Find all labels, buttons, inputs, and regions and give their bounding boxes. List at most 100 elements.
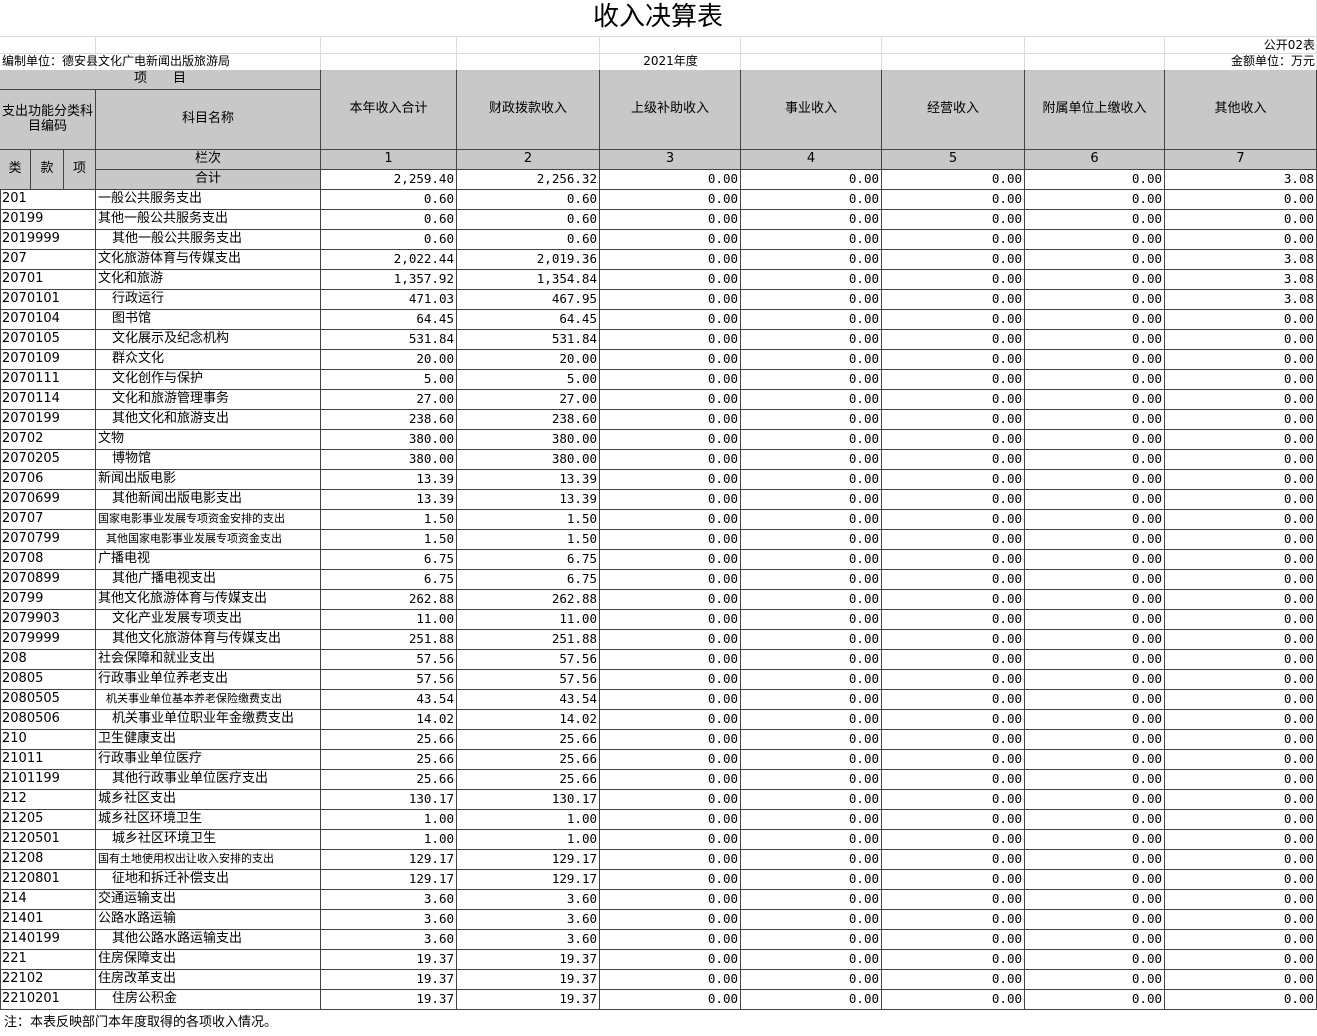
- subject-name: 其他一般公共服务支出: [96, 230, 321, 250]
- code: 20805: [0, 670, 96, 690]
- code: 2070109: [0, 350, 96, 370]
- amount: 0.00: [741, 590, 882, 610]
- subject-name: 公路水路运输: [96, 910, 321, 930]
- code: 212: [0, 790, 96, 810]
- amount: 251.88: [321, 630, 457, 650]
- amount: 0.00: [600, 770, 741, 790]
- grid-cell: [321, 54, 457, 71]
- amount: 0.00: [882, 470, 1025, 490]
- code: 21401: [0, 910, 96, 930]
- amount: 11.00: [457, 610, 600, 630]
- amount: 0.60: [457, 190, 600, 210]
- subject-name: 住房公积金: [96, 990, 321, 1010]
- code: 20706: [0, 470, 96, 490]
- amount: 0.00: [741, 450, 882, 470]
- amount: 3.08: [1165, 290, 1317, 310]
- amount: 3.60: [457, 910, 600, 930]
- column-header: 上级补助收入: [600, 70, 741, 150]
- amount: 0.00: [741, 470, 882, 490]
- amount: 0.00: [600, 890, 741, 910]
- subject-name: 机关事业单位职业年金缴费支出: [96, 710, 321, 730]
- amount: 0.00: [1165, 990, 1317, 1010]
- amount: 531.84: [321, 330, 457, 350]
- amount: 251.88: [457, 630, 600, 650]
- amount: 57.56: [457, 670, 600, 690]
- amount: 0.00: [741, 730, 882, 750]
- amount: 0.00: [1165, 530, 1317, 550]
- amount: 0.00: [741, 370, 882, 390]
- amount: 0.00: [1025, 290, 1165, 310]
- amount: 467.95: [457, 290, 600, 310]
- amount: 0.00: [600, 730, 741, 750]
- unit: 编制单位：德安县文化广电新闻出版旅游局: [2, 54, 231, 69]
- amount: 0.00: [600, 210, 741, 230]
- amount: 129.17: [321, 850, 457, 870]
- amount: 0.00: [600, 190, 741, 210]
- amount: 0.00: [1165, 430, 1317, 450]
- amount: 13.39: [457, 490, 600, 510]
- amount: 380.00: [457, 450, 600, 470]
- amount: 1,354.84: [457, 270, 600, 290]
- subject-name: 新闻出版电影: [96, 470, 321, 490]
- amount: 0.00: [600, 990, 741, 1010]
- subject-name: 住房保障支出: [96, 950, 321, 970]
- amount: 0.00: [1165, 890, 1317, 910]
- amount: 0.00: [1165, 410, 1317, 430]
- amount: 0.00: [741, 570, 882, 590]
- grid-cell: [741, 54, 882, 71]
- subject-name: 机关事业单位基本养老保险缴费支出: [96, 690, 321, 710]
- amount: 2,019.36: [457, 250, 600, 270]
- code: 208: [0, 650, 96, 670]
- amount: 0.00: [1025, 230, 1165, 250]
- amount: 0.00: [600, 350, 741, 370]
- amount: 0.00: [1025, 890, 1165, 910]
- amount: 262.88: [457, 590, 600, 610]
- subject-name: 广播电视: [96, 550, 321, 570]
- column-number: 3: [600, 150, 741, 170]
- subject-name: 住房改革支出: [96, 970, 321, 990]
- code: 2070199: [0, 410, 96, 430]
- amount: 0.00: [741, 810, 882, 830]
- amount: 0.00: [600, 330, 741, 350]
- amount: 0.00: [1165, 510, 1317, 530]
- subject-name: 文化展示及纪念机构: [96, 330, 321, 350]
- amount: 14.02: [321, 710, 457, 730]
- amount: 0.00: [1165, 690, 1317, 710]
- grid-cell: [457, 37, 600, 54]
- amount: 0.00: [1165, 810, 1317, 830]
- amount: 0.00: [600, 250, 741, 270]
- amount: 0.00: [1025, 830, 1165, 850]
- amount: 0.00: [1165, 550, 1317, 570]
- header-name: 科目名称: [96, 90, 321, 150]
- sub-code-header: 项: [64, 150, 96, 190]
- amount: 0.00: [882, 410, 1025, 430]
- amount: 0.00: [600, 830, 741, 850]
- subject-name: 其他文化旅游体育与传媒支出: [96, 630, 321, 650]
- amount: 1.00: [321, 810, 457, 830]
- amount: 0.00: [882, 390, 1025, 410]
- code: 214: [0, 890, 96, 910]
- amount: 1.50: [321, 530, 457, 550]
- amount: 0.00: [741, 710, 882, 730]
- amount: 3.60: [321, 890, 457, 910]
- subject-name: 其他新闻出版电影支出: [96, 490, 321, 510]
- amount: 0.00: [1025, 210, 1165, 230]
- subject-name: 其他公路水路运输支出: [96, 930, 321, 950]
- subject-name: 文化和旅游管理事务: [96, 390, 321, 410]
- amount: 0.00: [741, 410, 882, 430]
- amount: 0.00: [741, 830, 882, 850]
- amount: 13.39: [457, 470, 600, 490]
- amount: 0.00: [1165, 970, 1317, 990]
- amount: 0.00: [741, 630, 882, 650]
- year: 2021年度: [643, 54, 698, 69]
- amount: 0.00: [1165, 330, 1317, 350]
- amount: 3.08: [1165, 270, 1317, 290]
- subject-name: 群众文化: [96, 350, 321, 370]
- amount: 3.60: [457, 930, 600, 950]
- amount: 3.60: [321, 930, 457, 950]
- grid-cell: [0, 37, 96, 54]
- subject-name: 其他国家电影事业发展专项资金支出: [96, 530, 321, 550]
- code: 20707: [0, 510, 96, 530]
- amount: 0.00: [600, 590, 741, 610]
- amount: 0.00: [741, 430, 882, 450]
